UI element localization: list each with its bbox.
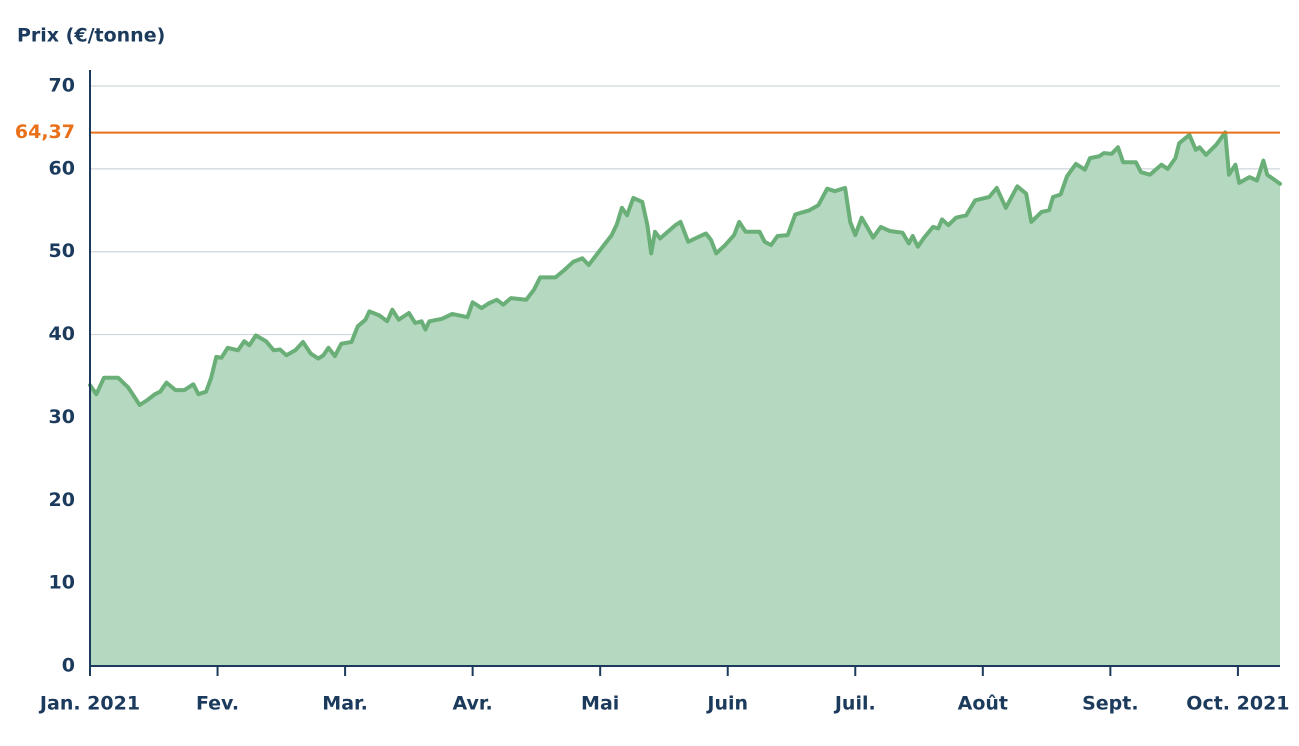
x-tick-label: Août [958, 693, 1008, 715]
y-tick-label: 60 [49, 157, 75, 179]
reference-label: 64,37 [15, 121, 75, 143]
y-tick-label: 30 [49, 406, 75, 428]
y-tick-label: 50 [49, 240, 75, 262]
y-tick-label: 10 [49, 572, 75, 594]
x-tick-label: Jan. 2021 [38, 693, 140, 715]
x-tick-label: Mar. [322, 693, 368, 715]
x-tick-label: Avr. [452, 693, 492, 715]
y-tick-label: 20 [49, 489, 75, 511]
y-tick-label: 40 [49, 323, 75, 345]
x-tick-label: Oct. 2021 [1186, 693, 1289, 715]
plot-area [88, 130, 1282, 666]
y-tick-label: 0 [62, 655, 75, 677]
axes: 0 10 20 30 40 50 60 70 64,37 Jan. 2021 Fev. Mar. Avr… [15, 70, 1290, 715]
x-tick-label: Sept. [1082, 693, 1138, 715]
x-tick-label: Mai [581, 693, 619, 715]
y-tick-label: 70 [49, 75, 75, 97]
x-tick-label: Fev. [196, 693, 239, 715]
x-tick-label: Juin [705, 693, 748, 715]
x-tick-label: Juil. [833, 693, 876, 715]
y-axis-label: Prix (€/tonne) [17, 25, 165, 47]
area-line [88, 130, 1282, 407]
area-fill [90, 132, 1280, 666]
